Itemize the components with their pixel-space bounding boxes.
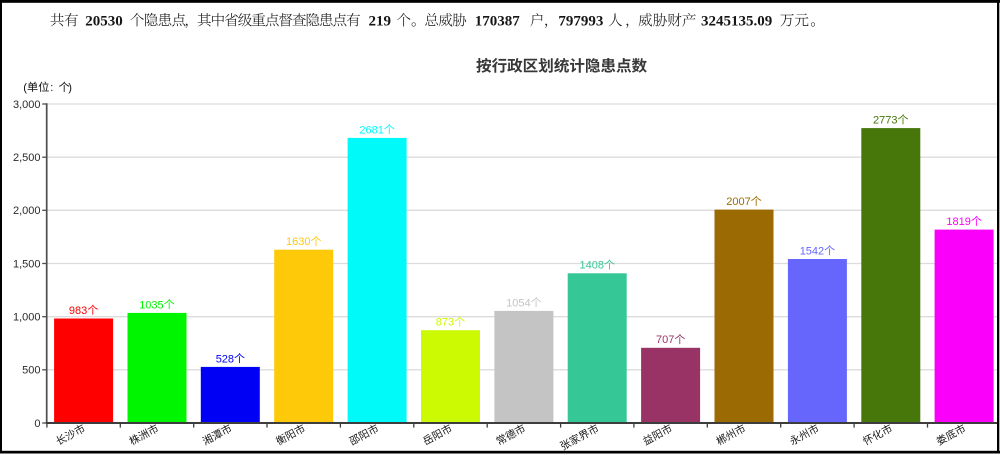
svg-text:0: 0 [34, 418, 40, 430]
svg-text:873: 873 [436, 317, 454, 329]
svg-text:2,000: 2,000 [13, 205, 41, 217]
svg-text::: : [50, 82, 53, 94]
svg-text:797993: 797993 [558, 13, 603, 29]
svg-text:1,000: 1,000 [13, 312, 41, 324]
svg-text:): ) [68, 82, 72, 94]
svg-text:707: 707 [656, 334, 674, 346]
svg-text:2681: 2681 [359, 124, 383, 136]
svg-text:1819: 1819 [946, 216, 970, 228]
svg-text:528: 528 [216, 353, 234, 365]
svg-text:1,500: 1,500 [13, 258, 41, 270]
svg-text:2773: 2773 [873, 115, 897, 127]
svg-text:2,500: 2,500 [13, 152, 41, 164]
svg-text:170387: 170387 [475, 13, 521, 29]
svg-text:219: 219 [369, 13, 392, 29]
svg-text:3245135.09: 3245135.09 [701, 13, 772, 29]
svg-text:983: 983 [69, 305, 87, 317]
svg-text:1542: 1542 [800, 245, 824, 257]
svg-text:20530: 20530 [85, 13, 123, 29]
svg-text:500: 500 [22, 365, 40, 377]
svg-text:1054: 1054 [506, 297, 530, 309]
svg-text:1035: 1035 [139, 299, 163, 311]
svg-text:3,000: 3,000 [13, 99, 41, 111]
svg-text:1408: 1408 [580, 260, 604, 272]
svg-text:1630: 1630 [286, 236, 310, 248]
svg-text:2007: 2007 [726, 196, 750, 208]
svg-text:(: ( [23, 82, 27, 94]
